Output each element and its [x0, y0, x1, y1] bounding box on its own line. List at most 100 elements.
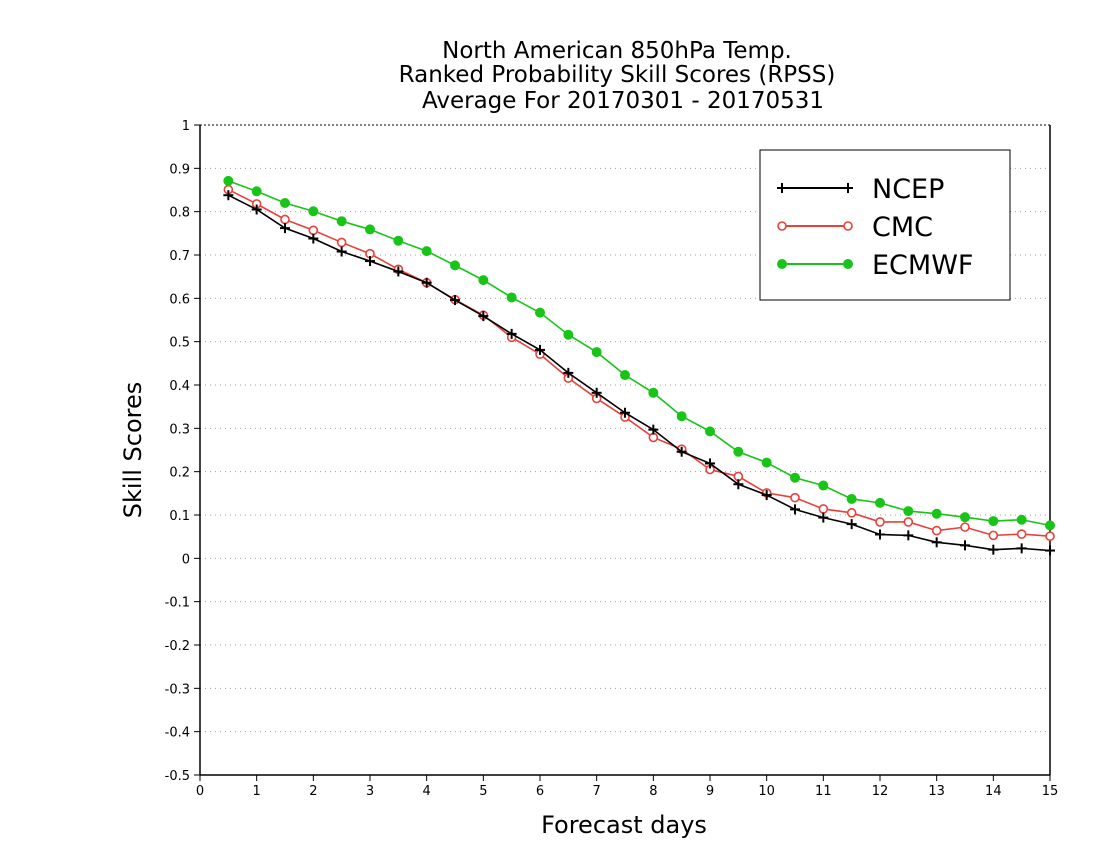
- y-tick-label-7: 0.2: [169, 466, 190, 481]
- y-tick-label-5: 0: [182, 552, 190, 567]
- point-ncep-16: [676, 446, 687, 457]
- point-ncep-13: [591, 387, 602, 398]
- x-tick-label-2: 2: [309, 784, 317, 799]
- legend-marker-left-ecmwf: [777, 259, 787, 269]
- point-ecmwf-29: [1045, 520, 1055, 531]
- legend-marker-left-cmc: [777, 221, 787, 231]
- point-ecmwf-1: [251, 186, 262, 197]
- x-tick-label-12: 12: [872, 784, 889, 799]
- point-ecmwf-17: [705, 426, 715, 437]
- point-ecmwf-2: [280, 198, 290, 208]
- point-cmc-29: [1045, 531, 1055, 542]
- point-ncep-20: [790, 504, 800, 515]
- point-ncep-29: [1045, 545, 1055, 556]
- x-tick-label-8: 8: [649, 784, 657, 799]
- point-ncep-5: [365, 256, 375, 267]
- axes: -0.5 -0.4 -0.3 -0.2 -0.1 0 0.1 0.2 0.3 0.4 0.5 0.6 0…: [165, 119, 1059, 799]
- legend: NCEP CMC ECMWF: [759, 149, 1011, 301]
- y-tick-label-15: 1: [182, 119, 190, 134]
- point-cmc-28: [1016, 529, 1027, 539]
- point-ecmwf-4: [336, 216, 347, 227]
- legend-label-cmc: CMC: [872, 212, 933, 243]
- x-tick-label-5: 5: [479, 784, 487, 799]
- point-ncep-10: [506, 328, 517, 339]
- point-ecmwf-12: [563, 329, 574, 340]
- point-ncep-19: [761, 490, 772, 501]
- point-cmc-27: [988, 530, 999, 541]
- point-ecmwf-23: [875, 497, 885, 508]
- point-ncep-24: [903, 530, 914, 541]
- y-tick-label-6: 0.1: [169, 509, 190, 524]
- legend-label-ncep: NCEP: [872, 174, 944, 205]
- legend-label-ecmwf: ECMWF: [872, 250, 973, 281]
- chart-title-line-3: Average For 20170301 - 20170531: [422, 88, 824, 114]
- y-tick-label-12: 0.7: [169, 249, 190, 264]
- point-ecmwf-21: [818, 480, 829, 491]
- legend-marker-left-ncep: [777, 183, 787, 193]
- chart-title: North American 850hPa Temp. Ranked Proba…: [399, 38, 836, 114]
- x-tick-label-6: 6: [536, 784, 544, 799]
- y-tick-label-1: -0.4: [165, 726, 190, 741]
- chart-title-line-2: Ranked Probability Skill Scores (RPSS): [399, 62, 836, 88]
- x-tick-label-13: 13: [928, 784, 945, 799]
- point-ecmwf-10: [506, 292, 517, 303]
- point-cmc-22: [846, 508, 857, 518]
- point-ecmwf-19: [761, 457, 772, 468]
- point-ecmwf-8: [450, 260, 460, 271]
- x-tick-label-15: 15: [1042, 784, 1059, 799]
- y-axis-title: Skill Scores: [119, 382, 147, 519]
- point-ecmwf-9: [478, 275, 489, 286]
- x-tick-label-14: 14: [985, 784, 1002, 799]
- x-tick-label-11: 11: [815, 784, 832, 799]
- x-tick-label-9: 9: [706, 784, 714, 799]
- point-ncep-21: [818, 512, 829, 523]
- data-series: [223, 175, 1055, 556]
- point-ecmwf-24: [903, 506, 914, 517]
- point-ecmwf-16: [676, 411, 687, 422]
- point-ncep-0: [223, 190, 234, 201]
- x-tick-label-4: 4: [423, 784, 431, 799]
- point-cmc-2: [280, 214, 290, 225]
- point-cmc-25: [931, 525, 942, 536]
- point-ecmwf-15: [648, 387, 659, 398]
- point-cmc-21: [818, 504, 829, 514]
- point-ecmwf-26: [960, 512, 970, 523]
- point-ncep-12: [563, 367, 574, 378]
- point-ecmwf-3: [308, 206, 319, 217]
- point-ncep-17: [705, 458, 715, 469]
- point-ecmwf-18: [733, 446, 744, 457]
- point-ncep-2: [280, 223, 290, 234]
- point-ecmwf-14: [620, 370, 630, 381]
- x-tick-label-10: 10: [758, 784, 775, 799]
- legend-marker-right-ncep: [843, 183, 853, 193]
- point-ecmwf-28: [1016, 514, 1027, 525]
- point-ncep-14: [620, 407, 630, 418]
- point-ecmwf-20: [790, 472, 800, 483]
- x-tick-label-3: 3: [366, 784, 374, 799]
- y-tick-label-13: 0.8: [169, 206, 190, 221]
- point-ecmwf-25: [931, 508, 942, 519]
- point-ncep-18: [733, 479, 744, 490]
- y-tick-label-3: -0.2: [165, 639, 190, 654]
- series-line-cmc: [227, 188, 1051, 538]
- point-ncep-7: [421, 277, 432, 288]
- gridlines: [200, 167, 1050, 733]
- point-cmc-20: [790, 492, 800, 503]
- point-ncep-25: [931, 537, 942, 548]
- point-ncep-8: [450, 295, 460, 306]
- legend-item-ecmwf: ECMWF: [777, 250, 973, 281]
- point-ncep-11: [535, 344, 545, 355]
- x-axis-title: Forecast days: [541, 811, 707, 839]
- point-ncep-23: [875, 529, 885, 540]
- point-ncep-27: [988, 544, 999, 555]
- point-ncep-28: [1016, 543, 1027, 554]
- point-ncep-6: [393, 266, 404, 277]
- point-cmc-24: [903, 517, 914, 527]
- point-ncep-3: [308, 233, 319, 244]
- point-ncep-9: [478, 311, 489, 322]
- y-tick-label-14: 0.9: [169, 162, 190, 177]
- x-tick-label-1: 1: [253, 784, 261, 799]
- x-tick-label-0: 0: [196, 784, 204, 799]
- y-tick-label-9: 0.4: [169, 379, 190, 394]
